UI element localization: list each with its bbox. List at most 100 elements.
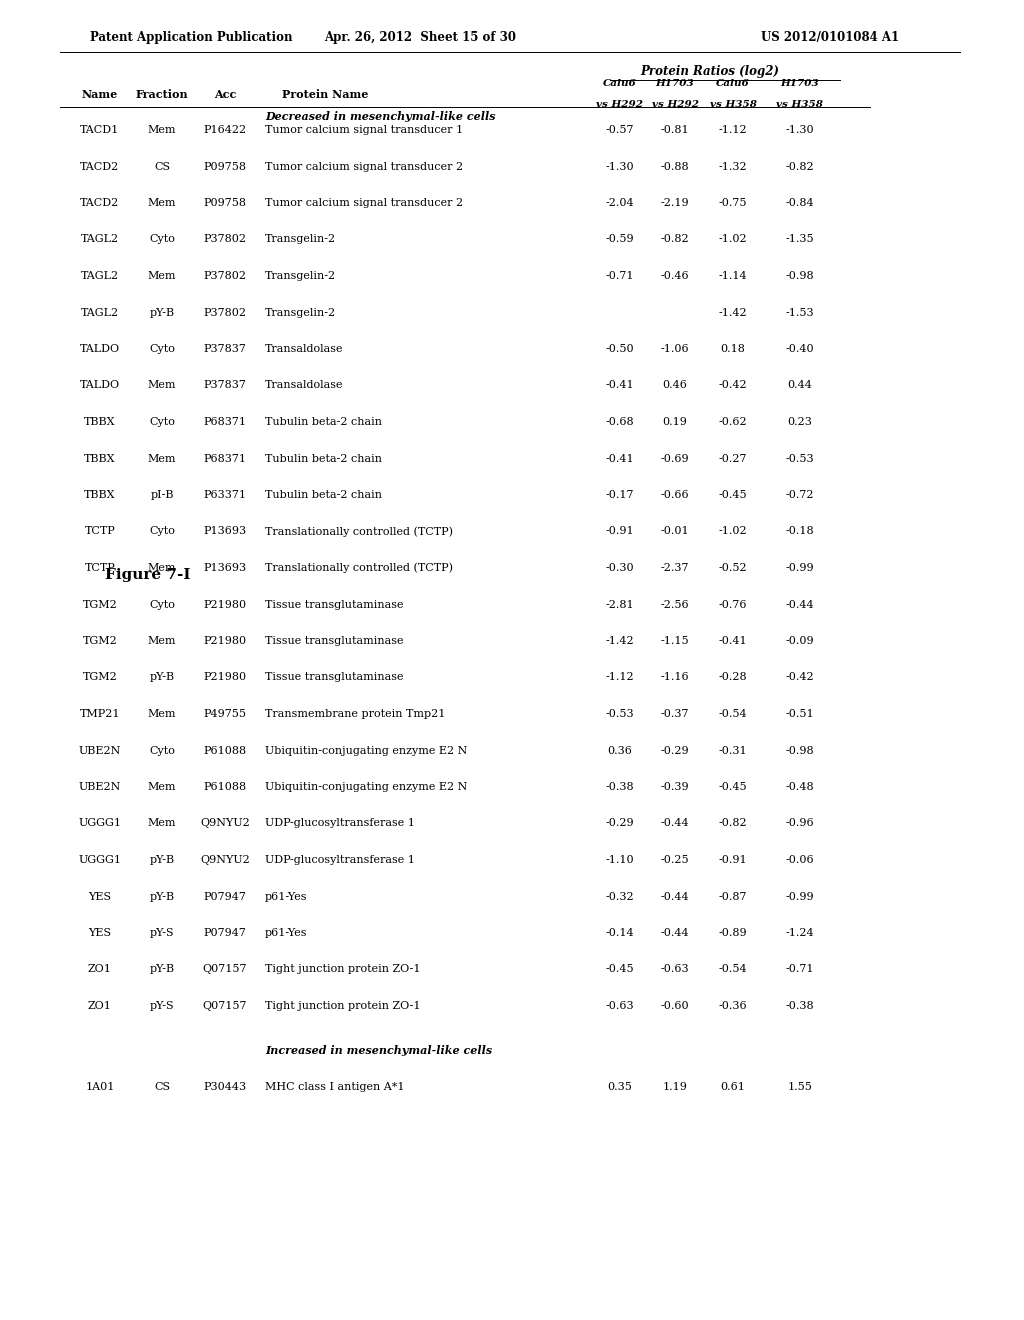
Text: TCTP: TCTP: [85, 527, 116, 536]
Text: CS: CS: [154, 1082, 170, 1092]
Text: Cyto: Cyto: [150, 527, 175, 536]
Text: -1.10: -1.10: [605, 855, 634, 865]
Text: Apr. 26, 2012  Sheet 15 of 30: Apr. 26, 2012 Sheet 15 of 30: [324, 30, 516, 44]
Text: -0.51: -0.51: [785, 709, 814, 719]
Text: P37802: P37802: [204, 271, 247, 281]
Text: Tight junction protein ZO-1: Tight junction protein ZO-1: [265, 1001, 421, 1011]
Text: -1.12: -1.12: [605, 672, 634, 682]
Text: -1.32: -1.32: [719, 161, 748, 172]
Text: Tubulin beta-2 chain: Tubulin beta-2 chain: [265, 490, 382, 500]
Text: UBE2N: UBE2N: [79, 781, 121, 792]
Text: CS: CS: [154, 161, 170, 172]
Text: -0.72: -0.72: [785, 490, 814, 500]
Text: Mem: Mem: [147, 125, 176, 135]
Text: -0.17: -0.17: [606, 490, 634, 500]
Text: pI-B: pI-B: [151, 490, 174, 500]
Text: Figure 7-I: Figure 7-I: [105, 568, 190, 582]
Text: -0.53: -0.53: [785, 454, 814, 463]
Text: Protein Name: Protein Name: [282, 88, 369, 99]
Text: Tumor calcium signal transducer 1: Tumor calcium signal transducer 1: [265, 125, 463, 135]
Text: -0.09: -0.09: [785, 636, 814, 645]
Text: TCTP: TCTP: [85, 564, 116, 573]
Text: -0.32: -0.32: [605, 891, 634, 902]
Text: Mem: Mem: [147, 781, 176, 792]
Text: UBE2N: UBE2N: [79, 746, 121, 755]
Text: TBBX: TBBX: [84, 417, 116, 426]
Text: TACD2: TACD2: [80, 198, 120, 209]
Text: TAGL2: TAGL2: [81, 308, 119, 318]
Text: -0.96: -0.96: [785, 818, 814, 829]
Text: -0.91: -0.91: [605, 527, 634, 536]
Text: TBBX: TBBX: [84, 490, 116, 500]
Text: -1.02: -1.02: [719, 235, 748, 244]
Text: pY-B: pY-B: [150, 672, 174, 682]
Text: -0.98: -0.98: [785, 271, 814, 281]
Text: -0.54: -0.54: [719, 965, 748, 974]
Text: P37802: P37802: [204, 308, 247, 318]
Text: -0.44: -0.44: [660, 891, 689, 902]
Text: -2.37: -2.37: [660, 564, 689, 573]
Text: -0.42: -0.42: [719, 380, 748, 391]
Text: Tubulin beta-2 chain: Tubulin beta-2 chain: [265, 417, 382, 426]
Text: TGM2: TGM2: [83, 599, 118, 610]
Text: MHC class I antigen A*1: MHC class I antigen A*1: [265, 1082, 404, 1092]
Text: P68371: P68371: [204, 454, 247, 463]
Text: P09758: P09758: [204, 198, 247, 209]
Text: -2.56: -2.56: [660, 599, 689, 610]
Text: p61-Yes: p61-Yes: [265, 928, 307, 939]
Text: P61088: P61088: [204, 746, 247, 755]
Text: -0.29: -0.29: [605, 818, 634, 829]
Text: -0.54: -0.54: [719, 709, 748, 719]
Text: -0.36: -0.36: [719, 1001, 748, 1011]
Text: P61088: P61088: [204, 781, 247, 792]
Text: -2.19: -2.19: [660, 198, 689, 209]
Text: P30443: P30443: [204, 1082, 247, 1092]
Text: P16422: P16422: [204, 125, 247, 135]
Text: Transaldolase: Transaldolase: [265, 380, 343, 391]
Text: pY-B: pY-B: [150, 965, 174, 974]
Text: TBBX: TBBX: [84, 454, 116, 463]
Text: Mem: Mem: [147, 198, 176, 209]
Text: P68371: P68371: [204, 417, 247, 426]
Text: Acc: Acc: [214, 88, 237, 99]
Text: -0.37: -0.37: [660, 709, 689, 719]
Text: UGGG1: UGGG1: [79, 818, 122, 829]
Text: Transmembrane protein Tmp21: Transmembrane protein Tmp21: [265, 709, 445, 719]
Text: Mem: Mem: [147, 636, 176, 645]
Text: Increased in mesenchymal-like cells: Increased in mesenchymal-like cells: [265, 1045, 493, 1056]
Text: Transaldolase: Transaldolase: [265, 345, 343, 354]
Text: -1.12: -1.12: [719, 125, 748, 135]
Text: -0.63: -0.63: [605, 1001, 634, 1011]
Text: -0.48: -0.48: [785, 781, 814, 792]
Text: p61-Yes: p61-Yes: [265, 891, 307, 902]
Text: -1.14: -1.14: [719, 271, 748, 281]
Text: P09758: P09758: [204, 161, 247, 172]
Text: Mem: Mem: [147, 454, 176, 463]
Text: vs H292: vs H292: [597, 100, 643, 110]
Text: Tight junction protein ZO-1: Tight junction protein ZO-1: [265, 965, 421, 974]
Text: TMP21: TMP21: [80, 709, 120, 719]
Text: Translationally controlled (TCTP): Translationally controlled (TCTP): [265, 527, 453, 537]
Text: -0.76: -0.76: [719, 599, 748, 610]
Text: H1703: H1703: [655, 79, 694, 88]
Text: Q9NYU2: Q9NYU2: [200, 855, 250, 865]
Text: Tissue transglutaminase: Tissue transglutaminase: [265, 636, 403, 645]
Text: -0.44: -0.44: [660, 928, 689, 939]
Text: -0.29: -0.29: [660, 746, 689, 755]
Text: -0.82: -0.82: [660, 235, 689, 244]
Text: -0.50: -0.50: [605, 345, 634, 354]
Text: YES: YES: [88, 891, 112, 902]
Text: -2.04: -2.04: [605, 198, 634, 209]
Text: -0.57: -0.57: [606, 125, 634, 135]
Text: -0.41: -0.41: [605, 454, 634, 463]
Text: Tumor calcium signal transducer 2: Tumor calcium signal transducer 2: [265, 198, 463, 209]
Text: -0.44: -0.44: [660, 818, 689, 829]
Text: TALDO: TALDO: [80, 345, 120, 354]
Text: 1.55: 1.55: [787, 1082, 812, 1092]
Text: P13693: P13693: [204, 564, 247, 573]
Text: 0.61: 0.61: [721, 1082, 745, 1092]
Text: -1.16: -1.16: [660, 672, 689, 682]
Text: 0.18: 0.18: [721, 345, 745, 354]
Text: -0.38: -0.38: [785, 1001, 814, 1011]
Text: -0.98: -0.98: [785, 746, 814, 755]
